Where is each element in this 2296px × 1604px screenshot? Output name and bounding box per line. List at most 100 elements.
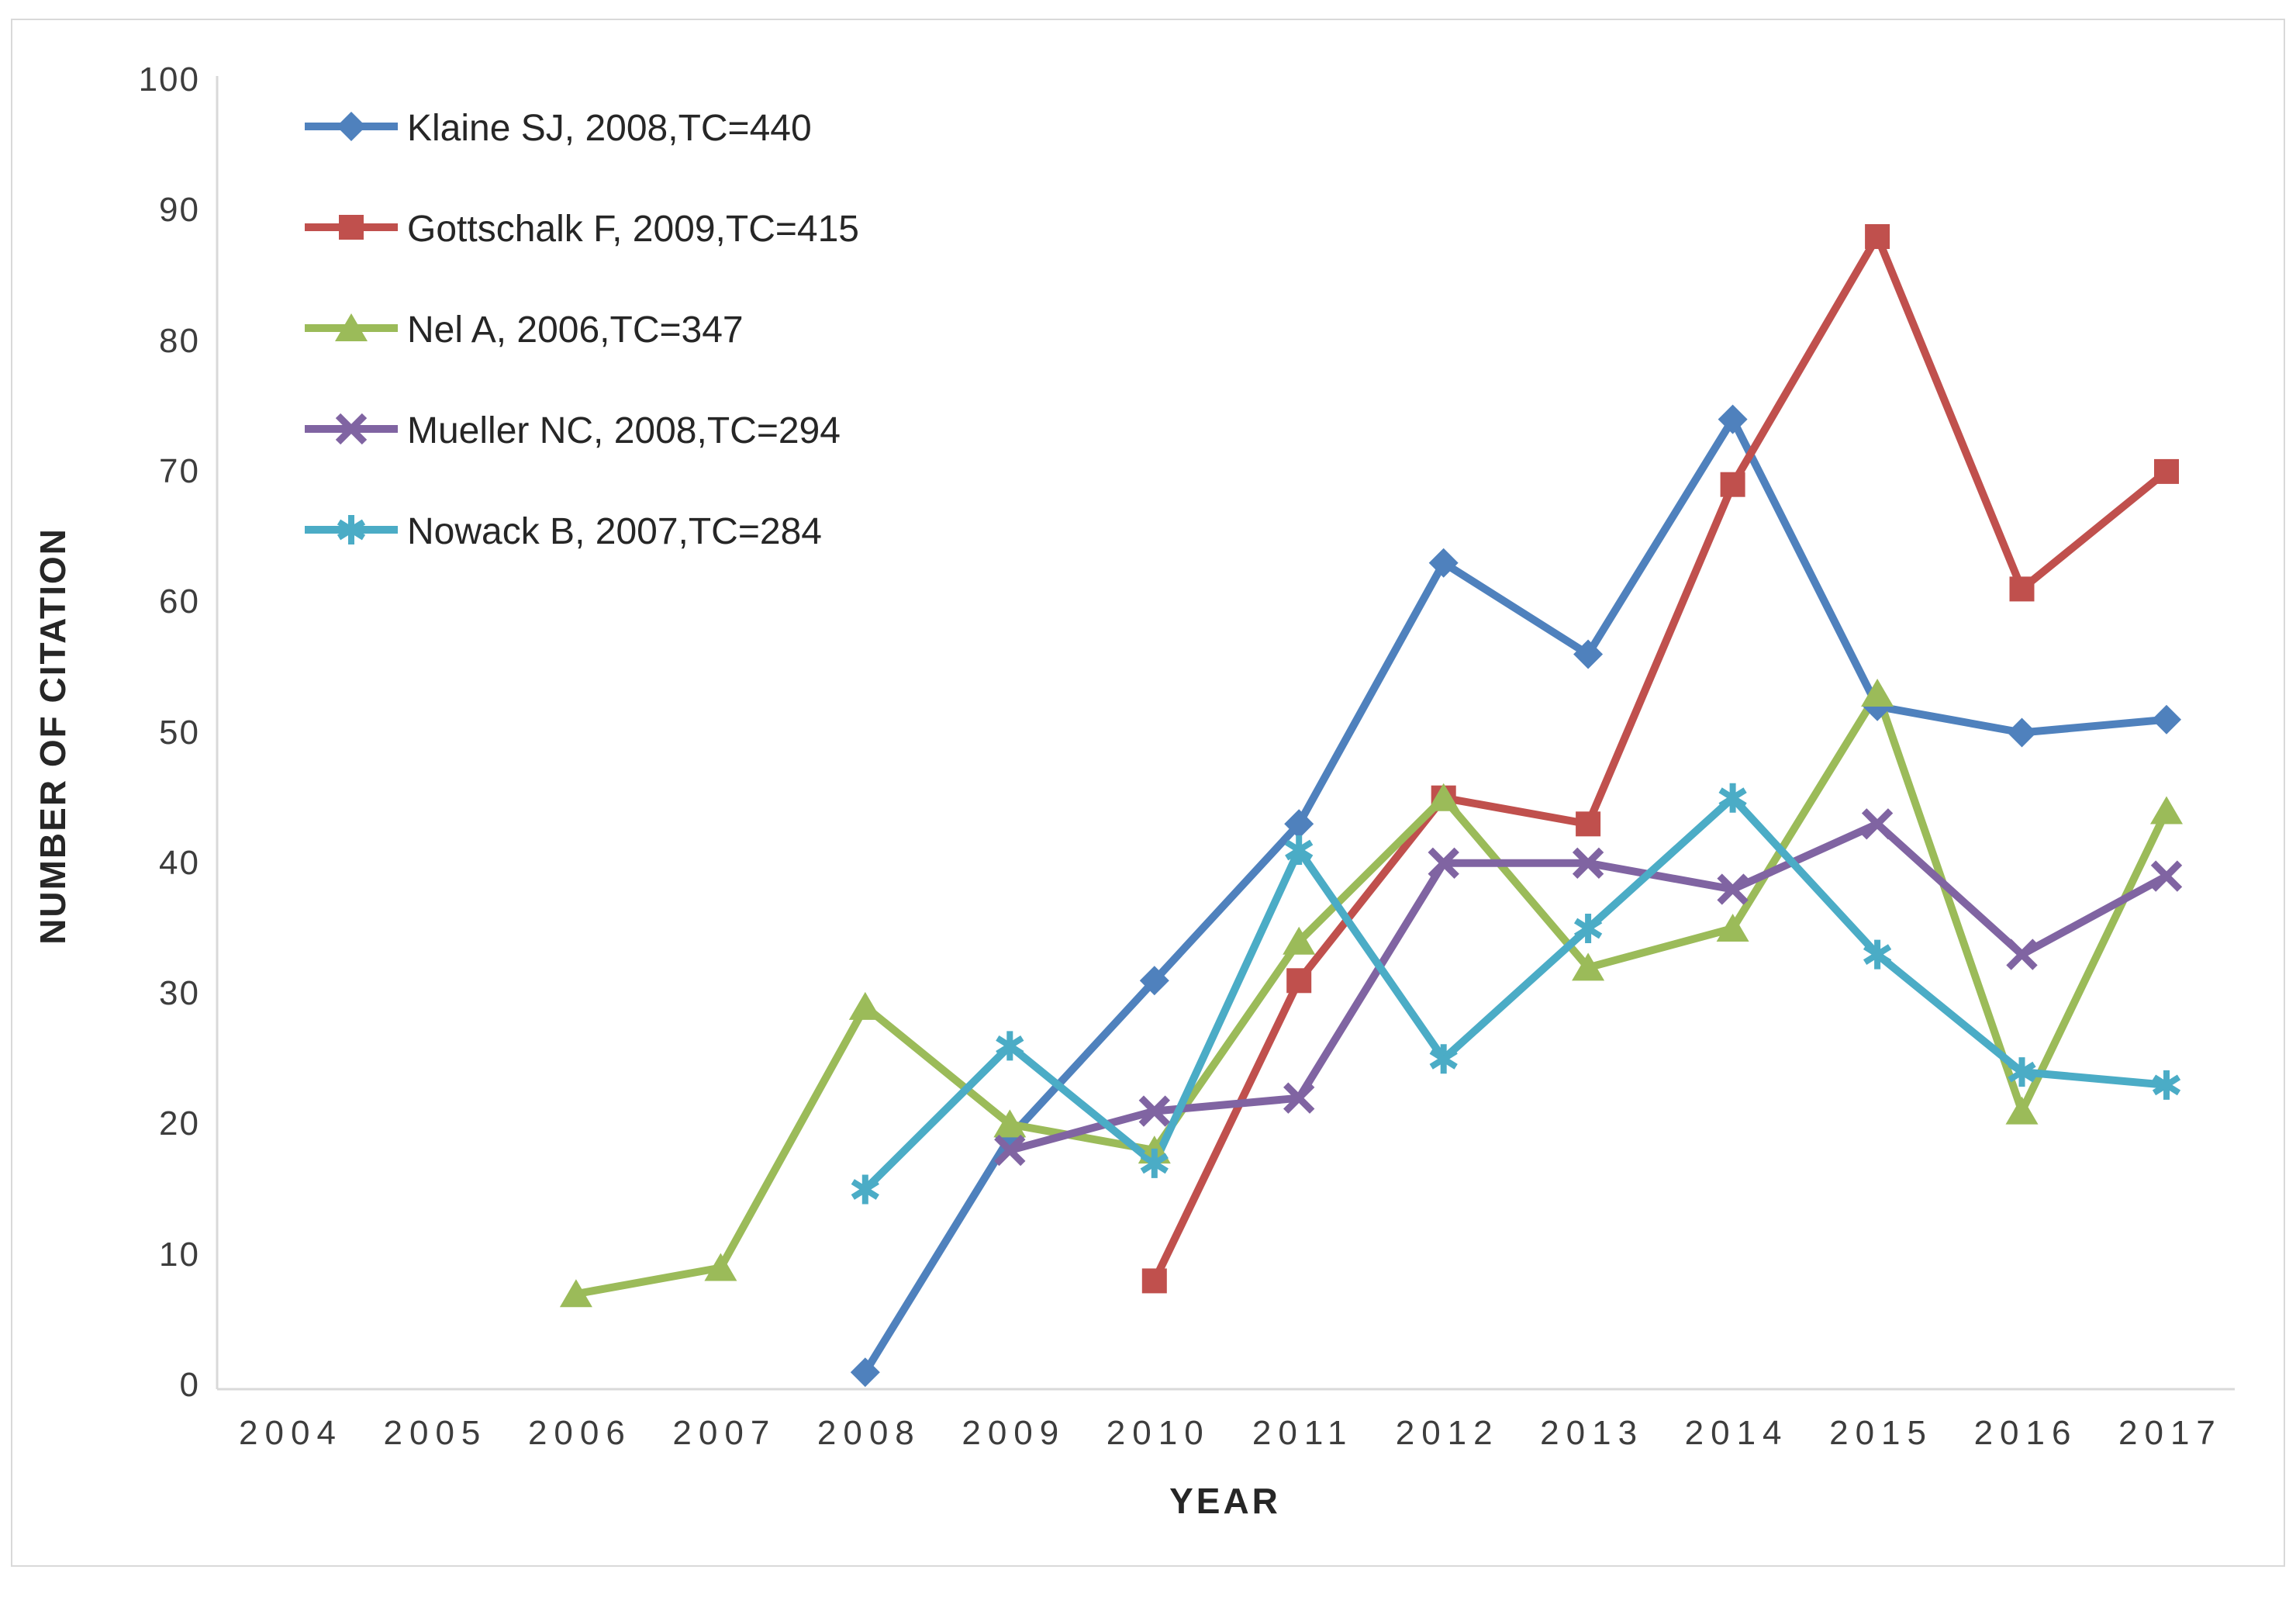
data-point-triangle: [2005, 1096, 2039, 1125]
data-point-asterisk: [2152, 1070, 2181, 1100]
legend-marker-x-icon: [305, 410, 398, 451]
legend-label: Mueller NC, 2008,TC=294: [407, 410, 841, 451]
x-tick-label: 2009: [962, 1414, 1066, 1452]
legend-item: Nel A, 2006,TC=347: [305, 309, 859, 351]
y-tick-label: 90: [159, 191, 200, 230]
data-point-x: [1138, 1095, 1170, 1127]
y-tick-label: 10: [159, 1235, 200, 1274]
series-line-4: [862, 793, 2167, 1193]
data-point-x: [994, 1134, 1026, 1167]
data-point-triangle: [704, 1253, 737, 1281]
data-point-triangle: [1427, 783, 1460, 811]
x-tick-label: 2016: [1973, 1414, 2078, 1452]
x-tick-label: 2011: [1252, 1414, 1354, 1452]
data-point-triangle: [335, 313, 368, 341]
y-tick-label: 0: [179, 1366, 200, 1404]
y-tick-label: 70: [159, 451, 200, 490]
legend: Klaine SJ, 2008,TC=440 Gottschalk F, 2009…: [305, 107, 859, 613]
data-point-asterisk: [1429, 1044, 1458, 1074]
y-tick-label: 100: [138, 60, 200, 99]
y-axis-title: NUMBER OF CITATION: [33, 527, 73, 945]
data-point-x: [2006, 939, 2038, 970]
data-point-asterisk: [1718, 783, 1747, 813]
data-point-diamond: [1718, 404, 1748, 434]
data-point-x: [1572, 847, 1604, 879]
data-point-square: [2009, 576, 2035, 602]
data-point-diamond: [1284, 809, 1314, 839]
data-point-asterisk: [1863, 939, 1892, 970]
y-tick-label: 50: [159, 713, 200, 752]
x-tick-label: 2012: [1395, 1414, 1500, 1452]
x-axis-title: YEAR: [1169, 1481, 1281, 1521]
y-tick-label: 60: [159, 582, 200, 621]
legend-item: Nowack B, 2007,TC=284: [305, 510, 859, 552]
data-point-x: [1283, 1082, 1315, 1114]
data-point-asterisk: [337, 514, 366, 544]
data-point-square: [2154, 458, 2179, 484]
data-point-x: [2150, 860, 2183, 892]
data-point-diamond: [1573, 639, 1604, 669]
x-tick-label: 2005: [383, 1414, 488, 1452]
data-point-square: [339, 214, 364, 240]
y-tick-label: 40: [159, 843, 200, 882]
data-point-square: [1141, 1268, 1167, 1294]
data-point-square: [1286, 968, 1312, 994]
series-line-0: [861, 415, 2167, 1374]
legend-label: Nel A, 2006,TC=347: [407, 309, 744, 351]
legend-marker-triangle-icon: [305, 309, 398, 351]
x-tick-label: 2010: [1106, 1414, 1210, 1452]
legend-label: Nowack B, 2007,TC=284: [407, 510, 822, 552]
data-point-asterisk: [1573, 914, 1603, 943]
legend-marker-asterisk-icon: [305, 511, 398, 552]
legend-item: Gottschalk F, 2009,TC=415: [305, 208, 859, 250]
data-point-x: [1717, 873, 1749, 905]
x-tick-label: 2008: [817, 1414, 921, 1452]
data-point-triangle: [1572, 952, 1605, 981]
data-point-diamond: [850, 1357, 880, 1388]
data-point-x: [1428, 847, 1459, 879]
data-point-diamond: [1139, 966, 1169, 996]
x-tick-label: 2015: [1829, 1414, 1933, 1452]
x-tick-label: 2014: [1684, 1414, 1789, 1452]
x-tick-label: 2013: [1540, 1414, 1645, 1452]
legend-marker-square-icon: [305, 209, 398, 250]
y-tick-label: 80: [159, 321, 200, 360]
x-tick-label: 2004: [239, 1414, 343, 1452]
legend-label: Gottschalk F, 2009,TC=415: [407, 208, 859, 250]
series-line-2: [575, 690, 2170, 1298]
data-point-diamond: [337, 111, 366, 141]
data-point-triangle: [1861, 679, 1894, 707]
data-point-square: [1865, 224, 1890, 249]
data-point-diamond: [1428, 548, 1459, 578]
figure-border: [11, 19, 2285, 1567]
data-point-diamond: [2152, 704, 2181, 735]
data-point-asterisk: [851, 1174, 879, 1205]
data-point-triangle: [993, 1109, 1027, 1138]
data-point-diamond: [2007, 717, 2037, 748]
data-point-x: [1861, 808, 1894, 840]
data-point-square: [1576, 811, 1601, 837]
data-point-triangle: [848, 991, 882, 1020]
data-point-asterisk: [1285, 835, 1314, 865]
legend-label: Klaine SJ, 2008,TC=440: [407, 107, 812, 149]
data-point-x: [335, 413, 368, 444]
data-point-triangle: [1716, 914, 1749, 942]
legend-marker-diamond-icon: [305, 108, 398, 149]
legend-item: Mueller NC, 2008,TC=294: [305, 410, 859, 451]
data-point-square: [1720, 472, 1745, 497]
legend-item: Klaine SJ, 2008,TC=440: [305, 107, 859, 149]
data-point-triangle: [1283, 926, 1316, 955]
series-line-1: [1151, 233, 2170, 1283]
data-point-triangle: [559, 1279, 592, 1308]
data-point-asterisk: [2008, 1057, 2036, 1087]
y-tick-label: 30: [159, 974, 200, 1013]
data-point-triangle: [2150, 796, 2183, 824]
data-point-asterisk: [1140, 1148, 1169, 1178]
data-point-asterisk: [996, 1031, 1024, 1061]
y-tick-label: 20: [159, 1104, 200, 1143]
x-tick-label: 2006: [527, 1414, 632, 1452]
x-tick-label: 2007: [672, 1414, 777, 1452]
x-tick-label: 2017: [2118, 1414, 2222, 1452]
